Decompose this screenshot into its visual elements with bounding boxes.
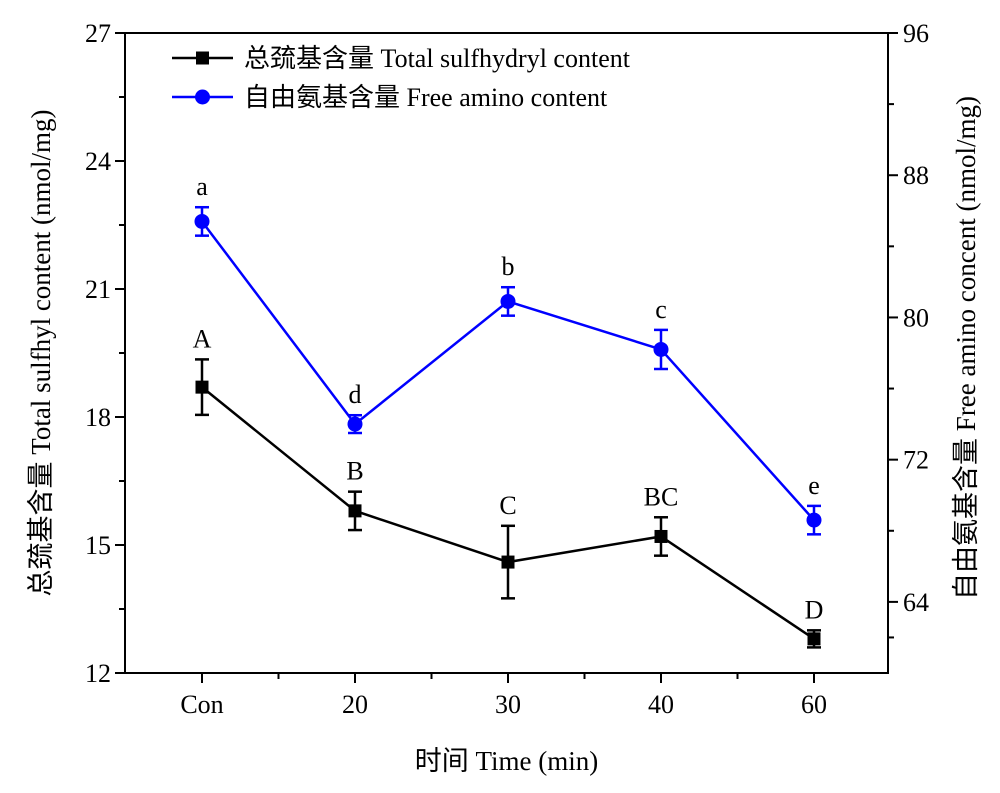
data-point-circle [500, 293, 516, 309]
significance-letter: BC [644, 482, 679, 511]
significance-letter: d [349, 380, 362, 409]
y-right-axis-title: 自由氨基含量 Free amino concent (nmol/mg) [951, 96, 981, 600]
plot-frame [124, 32, 889, 674]
significance-letter: e [808, 471, 820, 500]
data-point-square [807, 632, 821, 646]
significance-letter: c [655, 295, 667, 324]
data-point-circle [194, 213, 210, 229]
data-point-square [654, 529, 668, 543]
data-point-square [348, 504, 362, 518]
y-right-tick-label: 88 [903, 161, 929, 190]
data-point-square [195, 380, 209, 394]
y-left-tick-label: 27 [85, 19, 111, 48]
x-axis-title: 时间 Time (min) [415, 746, 599, 776]
significance-letter: D [805, 595, 824, 624]
y-left-tick-label: 15 [85, 531, 111, 560]
significance-letter: C [499, 491, 516, 520]
x-tick-label: 40 [648, 690, 674, 719]
y-right-tick-label: 72 [903, 446, 929, 475]
x-tick-label: 30 [495, 690, 521, 719]
legend-marker-square [196, 51, 209, 65]
y-left-tick-label: 12 [85, 659, 111, 688]
legend-label: 自由氨基含量 Free amino content [244, 83, 608, 112]
significance-letter: b [502, 252, 515, 281]
significance-letter: A [193, 324, 212, 353]
series-1: ABC BCD [193, 324, 824, 649]
y-right-tick-label: 64 [903, 588, 929, 617]
legend-label: 总巯基含量 Total sulfhydryl content [244, 44, 631, 73]
x-tick-label: Con [180, 690, 223, 719]
x-tick-label: 20 [342, 690, 368, 719]
y-left-tick-label: 21 [85, 275, 111, 304]
data-point-circle [806, 512, 822, 528]
legend-marker-circle [195, 89, 210, 105]
legend: 总巯基含量 Total sulfhydryl content 自由氨基含量 Fre… [172, 44, 631, 112]
x-tick-label: 60 [801, 690, 827, 719]
series-2: a d b c e [194, 172, 822, 536]
data-point-square [501, 555, 515, 569]
y-right-tick-label: 80 [903, 303, 929, 332]
y-right-tick-label: 96 [903, 19, 929, 48]
y-left-tick-label: 24 [85, 147, 111, 176]
y-left-tick-label: 18 [85, 403, 111, 432]
axes: 12 15 18 21 24 27 64 72 80 88 96 Con 20 30 40 60 [85, 19, 929, 719]
significance-letter: a [196, 172, 208, 201]
significance-letter: B [346, 457, 363, 486]
data-point-circle [347, 416, 363, 432]
y-left-axis-title: 总巯基含量 Total sulfhyl content (nmol/mg) [26, 109, 56, 596]
data-point-circle [653, 341, 669, 357]
